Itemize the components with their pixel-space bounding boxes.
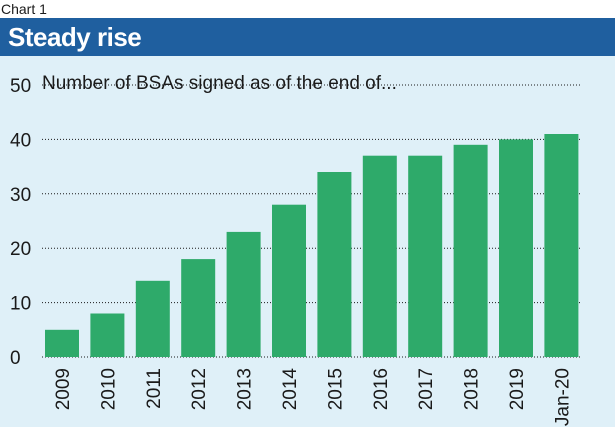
x-tick-label: 2015	[325, 368, 346, 410]
chart-kicker: Chart 1	[1, 1, 47, 17]
bars	[45, 134, 579, 357]
bar-2017	[408, 155, 443, 357]
x-tick-label: 2016	[371, 368, 392, 410]
chart-subtitle: Number of BSAs signed as of the end of..…	[42, 73, 397, 94]
x-tick-label: 2012	[189, 368, 210, 410]
x-tick-label: 2009	[53, 368, 74, 410]
bar-2009	[45, 329, 79, 357]
x-tick-label: 2013	[235, 368, 256, 410]
bar-2014	[272, 204, 306, 357]
bar-2019	[499, 139, 533, 357]
chart-title: Steady rise	[8, 22, 142, 52]
y-axis-ticks: 0 10 20 30 40 50	[10, 76, 31, 369]
x-tick-label: 2017	[416, 368, 437, 410]
x-tick-label: 2010	[98, 368, 119, 410]
bar-2015	[317, 172, 352, 357]
x-tick-label: Jan-20	[552, 368, 573, 426]
y-tick-label: 30	[10, 185, 31, 206]
y-tick-label: 10	[10, 294, 31, 315]
x-axis-ticks: 2009 2010 2011 2012 2013 2014 2015 2016 2017 2018…	[53, 368, 573, 427]
x-tick-label: 2014	[280, 368, 301, 411]
bar-2018	[453, 144, 488, 357]
x-tick-label: 2018	[462, 368, 483, 410]
y-tick-label: 20	[10, 239, 31, 260]
bar-2016	[362, 155, 397, 357]
x-tick-label: 2011	[144, 368, 165, 409]
y-tick-label: 40	[10, 130, 31, 151]
y-tick-label: 50	[10, 76, 31, 97]
bar-2010	[90, 313, 125, 357]
bar-chart: 0 10 20 30 40 50 Number of BSAs signed as of …	[10, 73, 580, 427]
bar-2011	[135, 280, 170, 357]
title-bar: Steady rise	[0, 18, 615, 56]
bar-Jan-20	[544, 134, 579, 357]
x-tick-label: 2019	[507, 368, 528, 410]
y-tick-label: 0	[10, 348, 21, 369]
bar-2012	[181, 259, 216, 357]
bar-2013	[226, 231, 261, 357]
